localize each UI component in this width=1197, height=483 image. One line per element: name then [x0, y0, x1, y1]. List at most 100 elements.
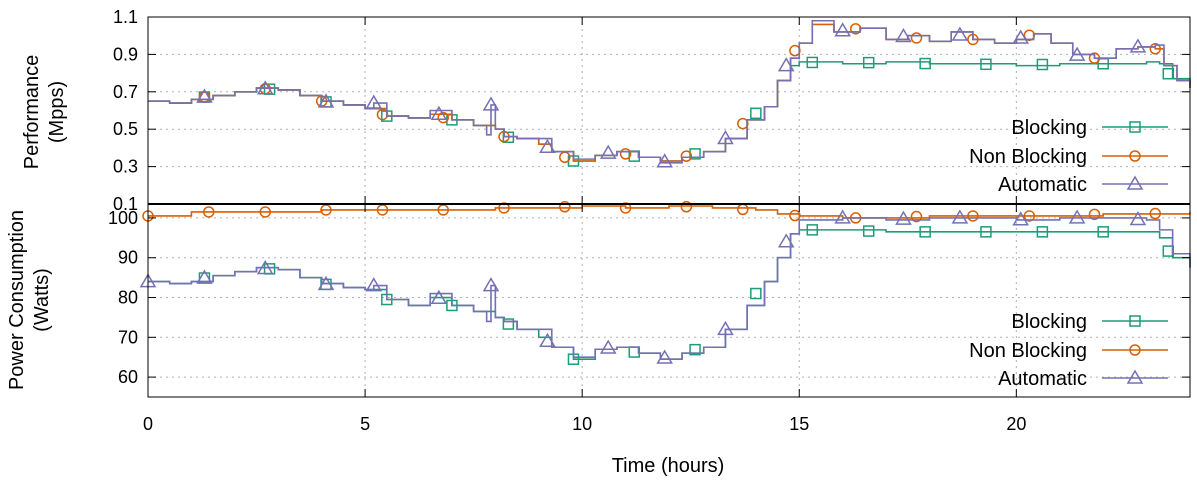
data-point-marker: [1129, 38, 1147, 53]
data-point-marker: [750, 287, 762, 300]
data-point-marker: [919, 226, 931, 238]
data-point-marker: [203, 206, 215, 218]
data-point-marker: [482, 277, 500, 292]
power-legend: Blocking Non Blocking Automatic: [969, 311, 1168, 390]
x-axis-title: Time (hours): [612, 455, 725, 477]
data-point-marker: [980, 226, 992, 238]
x-tick-label: 15: [789, 414, 809, 434]
power-ylabel-line1: Power Consumption: [6, 210, 28, 390]
legend-swatch-marker: [1126, 175, 1144, 190]
data-point-marker: [1012, 211, 1029, 226]
data-point-marker: [750, 107, 762, 120]
data-point-marker: [717, 320, 734, 336]
y-tick-label: 0.7: [113, 82, 138, 102]
y-tick-label: 90: [118, 248, 138, 268]
legend-swatch-marker: [1126, 369, 1144, 384]
x-axis-ticks: 0 5 10 15 20: [143, 414, 1026, 434]
data-point-marker: [1036, 58, 1049, 71]
data-point-marker: [951, 209, 969, 224]
data-point-marker: [980, 58, 992, 71]
data-point-marker: [1129, 211, 1147, 226]
legend-swatch-marker: [1129, 315, 1141, 327]
y-tick-label: 0.9: [113, 44, 138, 64]
data-point-marker: [256, 80, 274, 95]
y-tick-label: 1.1: [113, 7, 138, 27]
legend-swatch-marker: [1129, 344, 1141, 356]
y-tick-label: 70: [118, 327, 138, 347]
data-point-marker: [656, 349, 673, 364]
data-point-marker: [539, 332, 556, 348]
data-point-marker: [259, 206, 271, 218]
x-tick-label: 0: [143, 414, 153, 434]
legend-label: Blocking: [1011, 311, 1087, 333]
y-tick-label: 0.1: [113, 194, 138, 214]
performance-ylabel-line1: Performance: [21, 55, 43, 170]
data-point-marker: [498, 202, 510, 214]
data-point-marker: [689, 343, 701, 356]
data-point-marker: [1036, 226, 1049, 238]
series-markers-automatic: [139, 209, 1147, 364]
data-point-marker: [862, 225, 875, 237]
data-point-marker: [789, 209, 801, 222]
y-tick-label: 60: [118, 367, 138, 387]
performance-y-ticks: 0.1 0.3 0.5 0.7 0.9 1.1: [113, 7, 1190, 214]
plot-frames: [147, 16, 1191, 398]
data-point-marker: [502, 318, 515, 330]
data-point-marker: [365, 277, 383, 292]
data-point-marker: [789, 44, 801, 57]
power-panel: 60 70 80 90 100 Power Consumption (Watts) Bl…: [6, 201, 1191, 397]
legend-label: Blocking: [1011, 117, 1087, 139]
data-point-marker: [862, 56, 875, 69]
data-point-marker: [196, 88, 213, 103]
data-point-marker: [1068, 209, 1086, 224]
x-tick-label: 10: [572, 414, 592, 434]
data-point-marker: [680, 150, 693, 162]
y-tick-label: 100: [108, 208, 138, 228]
data-point-marker: [777, 233, 795, 248]
data-point-marker: [430, 105, 448, 120]
data-point-marker: [806, 56, 819, 69]
data-point-marker: [717, 130, 734, 145]
data-point-marker: [1012, 29, 1029, 44]
data-point-marker: [599, 339, 617, 354]
data-point-marker: [1149, 43, 1162, 55]
x-tick-label: 20: [1006, 414, 1026, 434]
data-point-marker: [895, 27, 912, 43]
data-point-marker: [737, 203, 749, 216]
legend-label: Non Blocking: [969, 146, 1087, 168]
data-point-marker: [737, 117, 749, 130]
series-markers-automatic: [196, 22, 1147, 168]
data-point-marker: [317, 275, 335, 291]
data-point-marker: [951, 26, 969, 41]
data-point-marker: [680, 201, 693, 213]
data-point-marker: [256, 259, 274, 275]
legend-swatch-marker: [1129, 150, 1141, 162]
y-tick-label: 80: [118, 288, 138, 308]
data-point-marker: [910, 32, 923, 44]
legend-label: Non Blocking: [969, 340, 1087, 362]
performance-series: [148, 19, 1191, 168]
legend-label: Automatic: [998, 174, 1087, 196]
data-point-marker: [539, 138, 556, 154]
data-point-marker: [482, 96, 500, 111]
power-series: [139, 201, 1191, 365]
y-tick-label: 0.5: [113, 119, 138, 139]
power-y-ticks: 60 70 80 90 100: [108, 204, 1190, 397]
data-point-marker: [619, 148, 632, 160]
data-point-marker: [834, 209, 851, 224]
data-point-marker: [619, 202, 632, 214]
data-point-marker: [806, 224, 819, 236]
legend-label: Automatic: [998, 368, 1087, 390]
x-tick-label: 5: [360, 414, 370, 434]
power-ylabel-line2: (Watts): [31, 268, 53, 332]
data-point-marker: [777, 57, 795, 72]
data-point-marker: [196, 269, 213, 284]
performance-ylabel-line2: (Mpps): [46, 81, 68, 143]
data-point-marker: [1162, 245, 1175, 257]
data-point-marker: [317, 93, 335, 108]
data-point-marker: [437, 111, 449, 124]
data-point-marker: [430, 289, 448, 305]
data-point-marker: [559, 201, 571, 213]
series-line-automatic: [148, 19, 1191, 164]
